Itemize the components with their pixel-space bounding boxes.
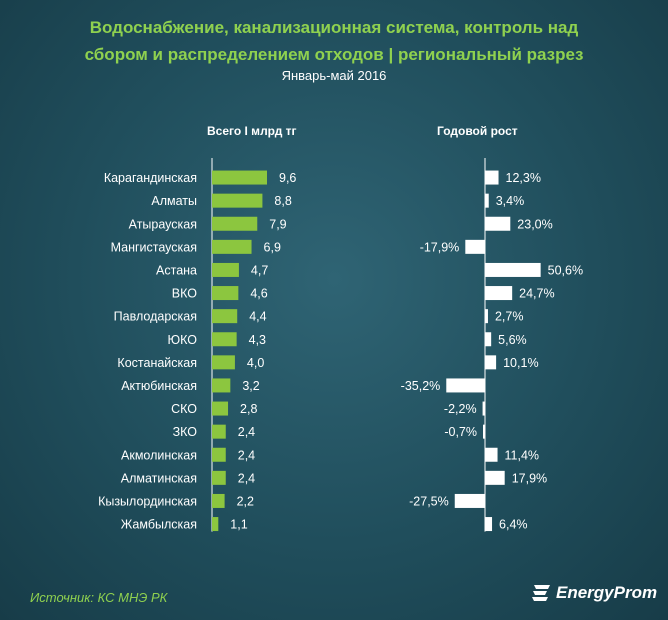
- energyprom-logo-icon: [532, 585, 550, 601]
- growth-bar: [485, 262, 541, 277]
- total-bar: [212, 493, 225, 508]
- category-label: ЗКО: [173, 425, 198, 439]
- total-bar: [212, 470, 226, 485]
- total-value-label: 1,1: [230, 518, 247, 532]
- category-label: Астана: [156, 263, 197, 277]
- total-bar: [212, 355, 235, 370]
- growth-value-label: 12,3%: [506, 171, 541, 185]
- total-bar: [212, 332, 237, 347]
- category-label: Кызылординская: [98, 494, 197, 508]
- total-bar: [212, 309, 238, 324]
- total-value-label: 2,8: [240, 402, 257, 416]
- total-value-label: 2,4: [238, 471, 255, 485]
- chart-title: Водоснабжение, канализационная система, …: [0, 14, 668, 68]
- category-label: Алматинская: [121, 471, 197, 485]
- growth-bar: [446, 378, 485, 393]
- total-bar: [212, 286, 239, 301]
- category-label: ВКО: [172, 287, 197, 301]
- growth-value-label: 17,9%: [512, 471, 547, 485]
- logo-text: EnergyProm: [556, 583, 658, 602]
- growth-bar: [483, 424, 485, 439]
- growth-bar: [485, 355, 497, 370]
- category-label: Павлодарская: [114, 310, 197, 324]
- total-column-header: Всего I млрд тг: [207, 124, 297, 138]
- category-label: Мангистауская: [111, 240, 197, 254]
- total-value-label: 4,7: [251, 263, 268, 277]
- total-bar: [212, 239, 252, 254]
- growth-value-label: 10,1%: [503, 356, 538, 370]
- growth-value-label: 23,0%: [517, 217, 552, 231]
- growth-value-label: 24,7%: [519, 287, 554, 301]
- growth-bar: [485, 332, 492, 347]
- total-value-label: 2,2: [237, 494, 254, 508]
- category-label: Актюбинская: [121, 379, 197, 393]
- growth-bar: [465, 239, 485, 254]
- growth-value-label: 11,4%: [505, 448, 540, 462]
- growth-value-label: 50,6%: [548, 263, 583, 277]
- total-bar: [212, 401, 229, 416]
- total-bar: [212, 262, 239, 277]
- total-value-label: 2,4: [238, 448, 255, 462]
- total-bar: [212, 517, 219, 532]
- growth-bar: [485, 193, 489, 208]
- total-value-label: 4,6: [250, 287, 267, 301]
- source-note: Источник: КС МНЭ РК: [30, 590, 168, 605]
- category-label: Костанайская: [117, 356, 197, 370]
- growth-bar: [485, 170, 499, 185]
- total-bar: [212, 216, 258, 231]
- growth-value-label: -35,2%: [401, 379, 441, 393]
- title-line-2: сбором и распределением отходов | регион…: [84, 45, 584, 64]
- growth-bar: [485, 447, 498, 462]
- category-label: СКО: [171, 402, 197, 416]
- chart-subtitle: Январь-май 2016: [281, 68, 387, 83]
- category-label: Атырауская: [129, 217, 197, 231]
- total-bar: [212, 378, 231, 393]
- growth-value-label: -0,7%: [444, 425, 477, 439]
- growth-value-label: 5,6%: [498, 333, 527, 347]
- growth-value-label: 3,4%: [496, 194, 525, 208]
- growth-column-header: Годовой рост: [437, 124, 518, 138]
- total-value-label: 2,4: [238, 425, 255, 439]
- total-bar: [212, 447, 226, 462]
- growth-value-label: -27,5%: [409, 494, 449, 508]
- total-bar: [212, 170, 267, 185]
- total-value-label: 9,6: [279, 171, 296, 185]
- total-value-label: 7,9: [269, 217, 286, 231]
- category-label: Алматы: [151, 194, 197, 208]
- title-line-1: Водоснабжение, канализационная система, …: [89, 18, 579, 37]
- category-label: Акмолинская: [121, 448, 197, 462]
- growth-bar: [485, 286, 513, 301]
- growth-value-label: -17,9%: [420, 240, 460, 254]
- growth-bar: [485, 216, 511, 231]
- total-value-label: 4,0: [247, 356, 264, 370]
- total-bar: [212, 193, 263, 208]
- logo: EnergyProm: [530, 583, 657, 603]
- growth-bar: [482, 401, 485, 416]
- total-value-label: 6,9: [264, 240, 281, 254]
- growth-value-label: -2,2%: [444, 402, 477, 416]
- category-label: ЮКО: [168, 333, 198, 347]
- category-label: Карагандинская: [104, 171, 197, 185]
- total-value-label: 4,4: [249, 310, 266, 324]
- total-value-label: 8,8: [274, 194, 291, 208]
- total-bar: [212, 424, 226, 439]
- total-value-label: 4,3: [249, 333, 266, 347]
- total-value-label: 3,2: [242, 379, 259, 393]
- growth-value-label: 2,7%: [495, 310, 523, 324]
- growth-bar: [454, 493, 485, 508]
- growth-bar: [485, 470, 505, 485]
- category-label: Жамбылская: [121, 518, 197, 532]
- growth-value-label: 6,4%: [499, 518, 528, 532]
- growth-bar: [485, 517, 493, 532]
- growth-bar: [485, 309, 488, 324]
